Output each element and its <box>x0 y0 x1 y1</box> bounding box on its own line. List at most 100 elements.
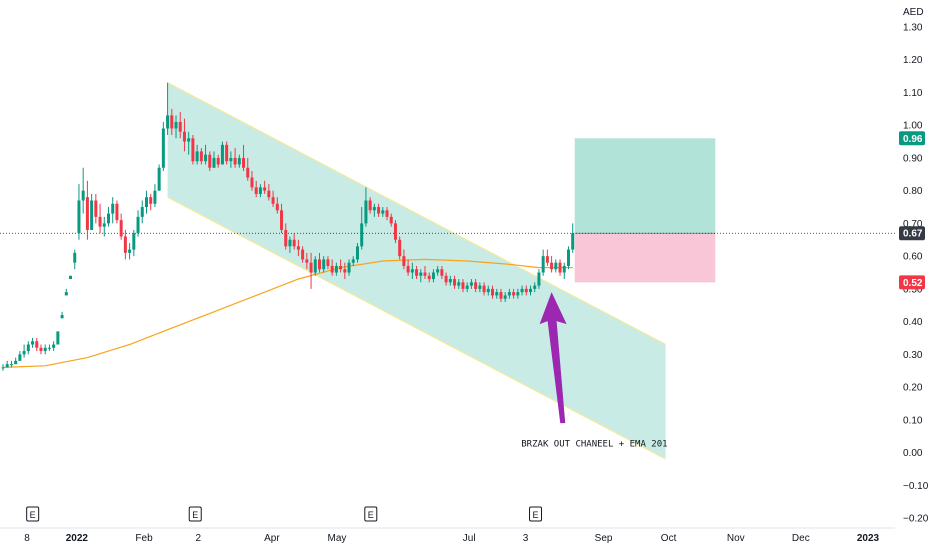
candle-body <box>280 210 284 230</box>
candles <box>1 82 575 371</box>
price-tick-label: 0.10 <box>903 415 923 426</box>
long-position-tool[interactable] <box>574 138 716 283</box>
price-tick-label: −0.10 <box>903 481 929 492</box>
earnings-box[interactable] <box>26 506 40 522</box>
candle <box>107 207 110 227</box>
channel-upper-line[interactable] <box>167 82 666 345</box>
candle-body <box>410 269 414 273</box>
earnings-box[interactable] <box>188 506 202 522</box>
candle-body <box>423 272 427 276</box>
candle <box>444 272 448 286</box>
candle <box>330 259 334 276</box>
candle <box>174 115 178 139</box>
price-tick-label: 0.30 <box>903 350 923 361</box>
candle <box>558 259 562 276</box>
candle-body <box>102 223 106 227</box>
earnings-box[interactable] <box>529 506 543 522</box>
candle-body <box>220 144 224 165</box>
price-badge: 0.52 <box>899 275 925 290</box>
candle-body <box>478 285 482 289</box>
candle-body <box>263 187 267 191</box>
price-tick-label: 0.80 <box>903 186 923 197</box>
candle-body <box>309 262 313 273</box>
price-badge: 0.96 <box>899 131 925 146</box>
time-tick-label: Dec <box>792 533 810 544</box>
candle <box>296 239 300 257</box>
candle-body <box>111 203 115 214</box>
candle <box>123 229 127 260</box>
candle <box>263 180 267 194</box>
price-badge-bg <box>899 275 925 290</box>
candle-body <box>77 200 81 234</box>
earnings-marker[interactable]: E <box>188 506 202 522</box>
target-zone[interactable] <box>574 138 716 234</box>
candle <box>90 193 94 230</box>
candle <box>474 279 478 293</box>
candle-body <box>128 249 132 253</box>
candle-body <box>368 200 372 211</box>
candle <box>212 151 216 168</box>
candle-body <box>56 331 60 345</box>
candle-body <box>562 265 566 273</box>
price-tick-label: 0.00 <box>903 448 923 459</box>
time-tick-label: 2023 <box>857 533 880 544</box>
candle-body <box>419 272 423 276</box>
earnings-box[interactable] <box>364 506 378 522</box>
candle-body <box>288 239 292 247</box>
candle <box>431 269 435 283</box>
candle-body <box>1 367 5 369</box>
candle-body <box>31 341 35 345</box>
earnings-marker[interactable]: E <box>364 506 378 522</box>
candle-body <box>107 213 110 224</box>
candle <box>115 200 119 224</box>
candle-body <box>98 216 102 227</box>
candle-body <box>533 285 537 289</box>
candle-body <box>216 157 220 165</box>
candle <box>56 331 60 345</box>
candle <box>541 249 545 276</box>
price-tick-label: −0.20 <box>903 514 929 525</box>
earnings-marker[interactable]: E <box>529 506 543 522</box>
candle <box>220 141 224 165</box>
time-axis[interactable]: 8 2022 Feb 2 Apr May Jul 3 Sep Oct Nov Dec 2023 <box>0 527 895 544</box>
ema-path <box>2 258 573 368</box>
candle <box>73 249 77 270</box>
purple-arrow[interactable] <box>539 292 567 424</box>
candle <box>457 279 461 289</box>
candle-body <box>140 207 144 217</box>
stop-zone[interactable] <box>574 233 716 283</box>
candle <box>47 344 51 352</box>
candle <box>326 256 330 270</box>
candle <box>242 144 246 172</box>
candle-body <box>503 295 507 299</box>
earnings-marker[interactable]: E <box>26 506 40 522</box>
candle <box>495 288 499 299</box>
candle <box>339 259 343 273</box>
candle-body <box>94 200 98 217</box>
channel-lower-line[interactable] <box>167 196 666 460</box>
candle <box>170 108 174 136</box>
candle <box>516 288 520 299</box>
candle <box>360 207 364 250</box>
candle-body <box>516 292 520 296</box>
candle <box>355 243 359 263</box>
candle-body <box>195 151 199 162</box>
candle-body <box>326 259 330 266</box>
candle-body <box>491 288 495 296</box>
candle <box>571 223 575 253</box>
price-axis[interactable]: AED 1.30 1.20 1.10 1.00 0.90 0.80 0.70 0.60 0.50… <box>903 7 929 525</box>
candle <box>554 259 558 273</box>
annotation[interactable]: BRZAK OUT CHANEEL + EMA 201 <box>521 292 668 450</box>
candle-body <box>377 207 381 214</box>
candle <box>94 193 98 224</box>
candle-body <box>402 256 406 266</box>
candle <box>318 252 321 273</box>
time-tick-label: 3 <box>523 533 529 544</box>
candle <box>313 256 317 276</box>
price-tick-label: 0.70 <box>903 219 923 230</box>
candle <box>204 144 208 165</box>
candle <box>423 265 427 280</box>
candle-body <box>436 269 440 273</box>
